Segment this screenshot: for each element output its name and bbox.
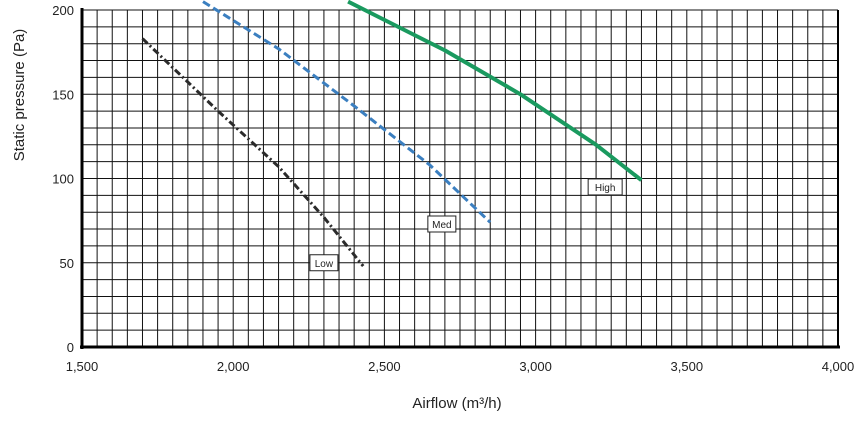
x-tick-label: 2,000 — [217, 359, 250, 374]
plot-frame — [80, 8, 840, 349]
series-label-high: High — [587, 178, 623, 196]
grid — [81, 9, 839, 348]
tick-labels: 1,500 2,000 2,500 3,000 3,500 4,000 0 50 100 150 2… — [52, 3, 854, 374]
x-axis-title: Airflow (m³/h) — [412, 395, 501, 412]
y-tick-label: 200 — [52, 3, 74, 18]
y-tick-label: 100 — [52, 172, 74, 187]
series-label-box — [587, 178, 623, 196]
y-axis-title: Static pressure (Pa) — [11, 29, 28, 162]
x-tick-label: 4,000 — [822, 359, 855, 374]
series-lines — [141, 0, 643, 268]
y-tick-label: 0 — [67, 340, 74, 355]
x-tick-label: 3,000 — [519, 359, 552, 374]
series-label-box — [427, 215, 457, 233]
series-label-med: Med — [427, 215, 457, 233]
y-tick-label: 150 — [52, 87, 74, 102]
series-line-med — [202, 0, 492, 224]
series-line-low — [141, 37, 365, 268]
series-label-text: Low — [315, 259, 334, 270]
x-tick-label: 1,500 — [66, 359, 99, 374]
x-tick-label: 2,500 — [368, 359, 401, 374]
series-label-low: Low — [309, 254, 339, 272]
series-line-high — [347, 0, 643, 182]
series-labels: Low Med High — [309, 178, 623, 272]
series-label-text: High — [595, 183, 616, 194]
x-tick-label: 3,500 — [671, 359, 704, 374]
series-label-box — [309, 254, 339, 272]
y-tick-label: 50 — [60, 256, 74, 271]
series-label-text: Med — [432, 220, 451, 231]
